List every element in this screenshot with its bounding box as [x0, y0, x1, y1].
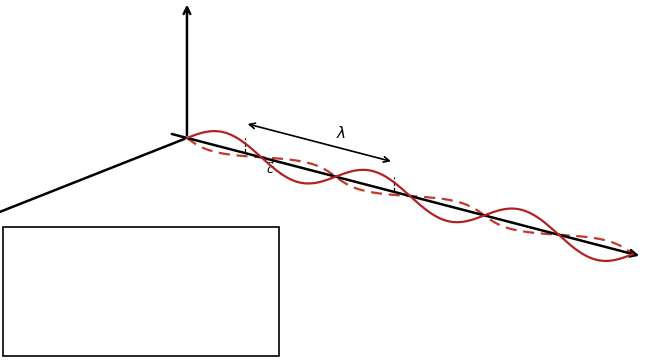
Text: célérité (m/s): célérité (m/s): [59, 277, 143, 288]
Text: $T$: $T$: [18, 320, 28, 332]
Text: champ magnétique: champ magnétique: [59, 256, 179, 266]
Text: $\vec{E}$: $\vec{E}$: [18, 232, 27, 248]
Text: période = λ /c  (s): période = λ /c (s): [59, 321, 170, 331]
Text: $c$: $c$: [18, 278, 26, 288]
Text: longueur d’onde (m): longueur d’onde (m): [59, 299, 188, 309]
Text: $\lambda$: $\lambda$: [18, 298, 26, 310]
Bar: [3, 227, 279, 356]
Text: $f$: $f$: [18, 341, 25, 353]
Text: $\vec{B}$: $\vec{B}$: [18, 253, 27, 269]
Text: champ électrique: champ électrique: [59, 234, 167, 245]
Text: fréquence = 1 / T  (Hz): fréquence = 1 / T (Hz): [59, 342, 200, 352]
Text: $\vec{c}$: $\vec{c}$: [266, 161, 276, 176]
Text: $\lambda$: $\lambda$: [336, 125, 346, 141]
